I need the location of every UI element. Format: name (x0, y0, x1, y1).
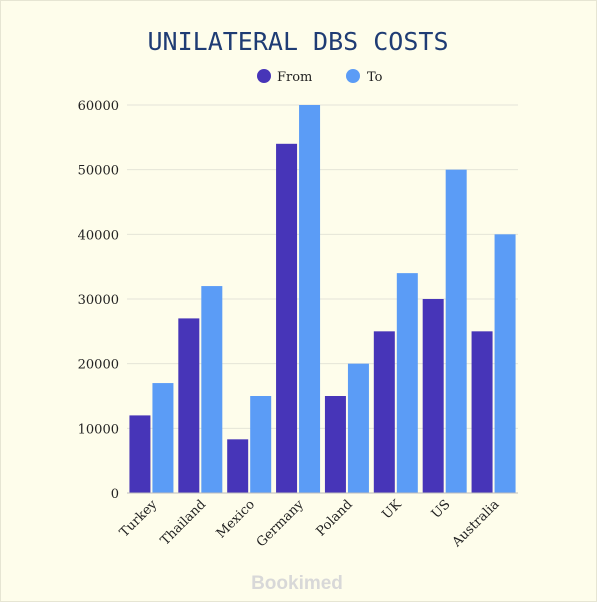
bar-to (396, 273, 418, 493)
x-tick-label: Australia (449, 497, 503, 551)
bar-to (250, 396, 272, 493)
bar-from (373, 331, 395, 493)
bar-from (276, 143, 298, 494)
bar-to (347, 363, 369, 493)
x-tick-label: US (429, 497, 454, 522)
bar-from (129, 415, 151, 493)
legend-label: To (367, 70, 383, 85)
watermark-logo: Bookimed (251, 573, 343, 594)
bar-from (471, 331, 493, 493)
chart-title: UNILATERAL DBS COSTS (147, 27, 448, 56)
y-tick-label: 0 (111, 487, 119, 502)
y-tick-label: 60000 (78, 99, 119, 114)
bar-to (152, 383, 174, 493)
x-tick-label: UK (379, 497, 404, 522)
bar-to (445, 169, 467, 493)
bar-to (299, 105, 321, 493)
y-tick-label: 20000 (78, 358, 119, 373)
legend-label: From (277, 70, 312, 85)
bar-from (227, 439, 249, 493)
x-tick-label: Poland (314, 497, 356, 539)
y-tick-label: 10000 (78, 422, 119, 437)
x-tick-label: Mexico (214, 497, 258, 541)
bar-to (201, 286, 223, 493)
bar-from (324, 396, 346, 493)
bar-from (422, 299, 444, 493)
y-axis: 0 10000 20000 30000 40000 50000 60000 (78, 99, 119, 502)
x-tick-label: Germany (254, 497, 308, 551)
x-tick-label: Thailand (158, 497, 209, 548)
legend-swatch-from (257, 69, 271, 83)
x-tick-label: Turkey (117, 497, 161, 541)
legend: From To (257, 69, 383, 85)
bar-from (178, 318, 200, 493)
y-tick-label: 50000 (78, 164, 119, 179)
bar-to (494, 234, 516, 494)
y-tick-label: 40000 (78, 228, 119, 243)
bars (129, 105, 516, 494)
legend-swatch-to (346, 69, 360, 83)
y-tick-label: 30000 (78, 293, 119, 308)
